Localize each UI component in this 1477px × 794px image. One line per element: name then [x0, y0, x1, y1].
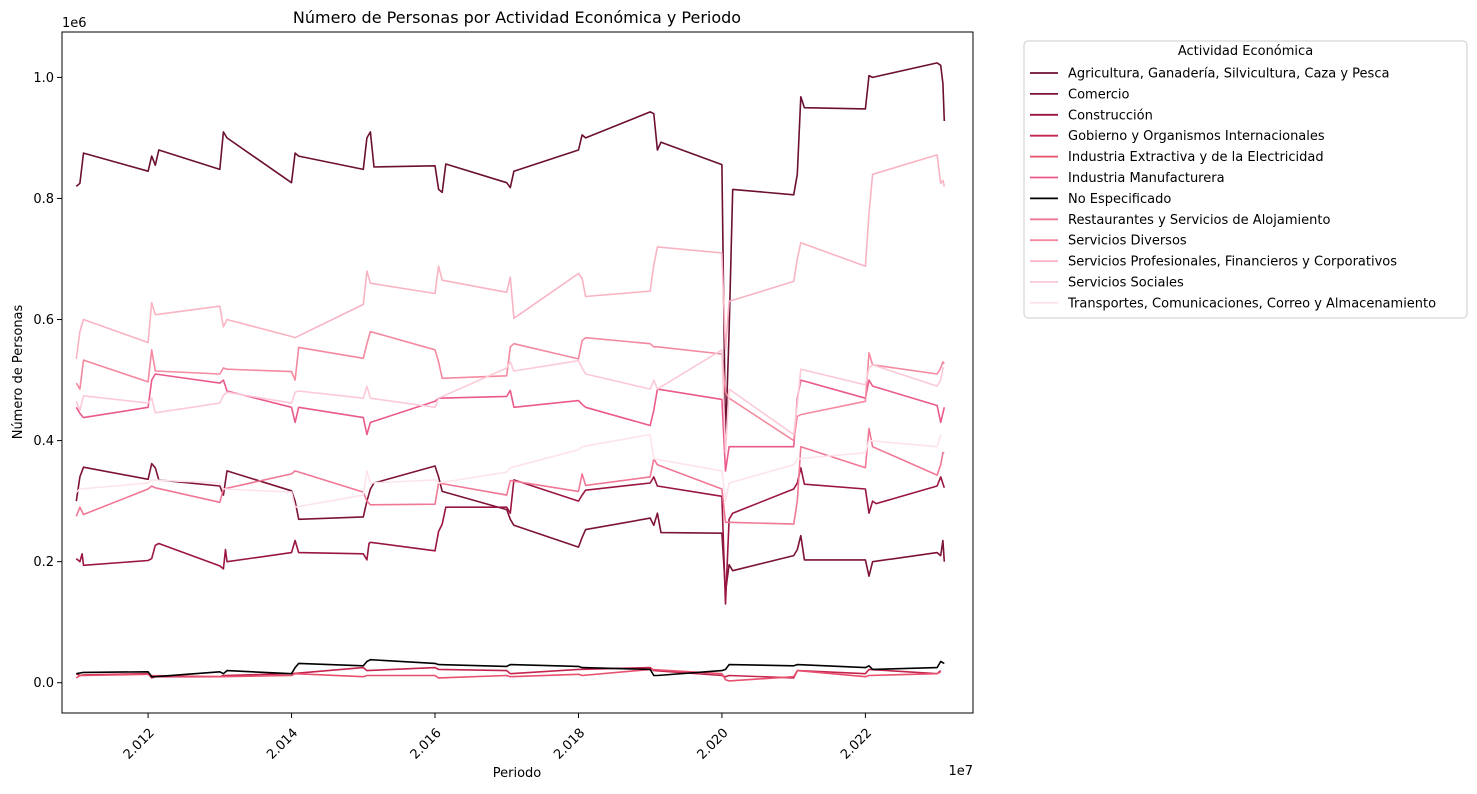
- x-axis-label: Periodo: [493, 766, 542, 781]
- legend-label-4: Industria Extractiva y de la Electricida…: [1068, 150, 1324, 165]
- series-layer: [75, 62, 946, 682]
- series-line-0: [75, 62, 946, 442]
- legend-label-2: Construcción: [1068, 108, 1153, 123]
- legend-items: Agricultura, Ganadería, Silvicultura, Ca…: [1030, 67, 1436, 311]
- legend-label-0: Agricultura, Ganadería, Silvicultura, Ca…: [1068, 67, 1389, 82]
- chart-title: Número de Personas por Actividad Económi…: [293, 8, 741, 27]
- legend-label-10: Servicios Sociales: [1068, 276, 1184, 291]
- y-tick-label: 0.2: [33, 555, 54, 570]
- legend: Actividad Económica Agricultura, Ganader…: [1023, 40, 1468, 319]
- legend-label-11: Transportes, Comunicaciones, Correo y Al…: [1067, 296, 1436, 311]
- legend-box: [1023, 40, 1468, 319]
- y-tick-label: 1.0: [33, 71, 54, 86]
- series-line-10: [75, 348, 945, 454]
- plot-frame: [61, 31, 974, 714]
- y-axis-label: Número de Personas: [11, 304, 26, 439]
- series-line-9: [75, 154, 946, 360]
- legend-label-6: No Especificado: [1068, 192, 1171, 207]
- y-tick-label: 0.0: [33, 676, 54, 691]
- legend-label-8: Servicios Diversos: [1068, 234, 1187, 249]
- legend-label-1: Comercio: [1068, 87, 1130, 102]
- y-tick-label: 0.8: [33, 192, 54, 207]
- plot-area: [61, 31, 974, 714]
- series-line-7: [75, 427, 945, 525]
- x-tick-label: 2.020: [695, 726, 732, 763]
- x-axis: 2.012 2.014 2.016 2.018 2.020 2.022: [121, 713, 875, 763]
- legend-label-3: Gobierno y Organismos Internacionales: [1068, 129, 1325, 144]
- series-line-2: [75, 466, 946, 605]
- x-tick-label: 2.018: [551, 726, 588, 763]
- legend-label-7: Restaurantes y Servicios de Alojamiento: [1068, 213, 1330, 228]
- series-line-1: [75, 462, 946, 593]
- legend-label-5: Industria Manufacturera: [1068, 171, 1225, 186]
- series-line-6: [76, 658, 945, 678]
- series-line-5: [75, 373, 946, 472]
- series-line-8: [75, 330, 945, 442]
- x-axis-offset-label: 1e7: [948, 764, 973, 779]
- legend-label-9: Servicios Profesionales, Financieros y C…: [1068, 255, 1397, 270]
- y-tick-label: 0.6: [33, 313, 54, 328]
- x-tick-label: 2.016: [408, 726, 445, 763]
- x-tick-label: 2.022: [838, 726, 875, 763]
- y-tick-label: 0.4: [33, 434, 54, 449]
- x-tick-label: 2.012: [121, 726, 158, 763]
- y-axis-offset-label: 1e6: [62, 16, 87, 31]
- series-line-11: [75, 433, 942, 509]
- x-tick-label: 2.014: [264, 726, 301, 763]
- legend-title: Actividad Económica: [1178, 44, 1313, 59]
- y-axis: 0.0 0.2 0.4 0.6 0.8 1.0: [33, 71, 62, 691]
